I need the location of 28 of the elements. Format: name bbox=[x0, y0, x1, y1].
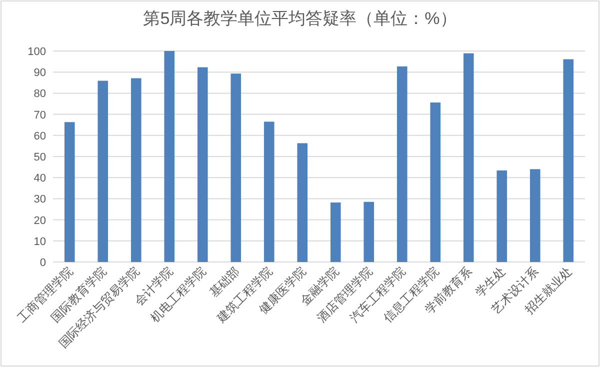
bar bbox=[164, 51, 175, 262]
bar bbox=[496, 170, 508, 262]
y-tick-label: 70 bbox=[34, 109, 46, 122]
bar bbox=[297, 143, 308, 262]
y-tick-label: 90 bbox=[34, 67, 46, 80]
y-tick-label: 40 bbox=[34, 172, 46, 185]
bar bbox=[130, 78, 142, 262]
bar bbox=[396, 66, 408, 262]
y-tick-label: 80 bbox=[34, 88, 46, 100]
bar bbox=[197, 67, 208, 262]
bar bbox=[463, 53, 474, 262]
bar bbox=[64, 122, 75, 262]
chart-title: 第5周各教学单位平均答疑率（单位：%） bbox=[143, 9, 457, 28]
bar bbox=[530, 169, 540, 262]
bar bbox=[563, 59, 574, 262]
y-tick-label: 10 bbox=[34, 236, 46, 248]
y-tick-label: 20 bbox=[34, 214, 46, 227]
bar bbox=[98, 80, 108, 262]
bar bbox=[364, 202, 374, 262]
bar bbox=[330, 202, 341, 262]
bar bbox=[430, 102, 441, 262]
y-tick-label: 30 bbox=[34, 194, 46, 206]
y-tick-label: 0 bbox=[40, 257, 46, 269]
bar bbox=[230, 74, 242, 262]
y-tick-label: 60 bbox=[34, 130, 46, 142]
y-tick-label: 50 bbox=[34, 152, 46, 164]
y-tick-label: 100 bbox=[28, 46, 46, 58]
bar bbox=[264, 122, 274, 262]
